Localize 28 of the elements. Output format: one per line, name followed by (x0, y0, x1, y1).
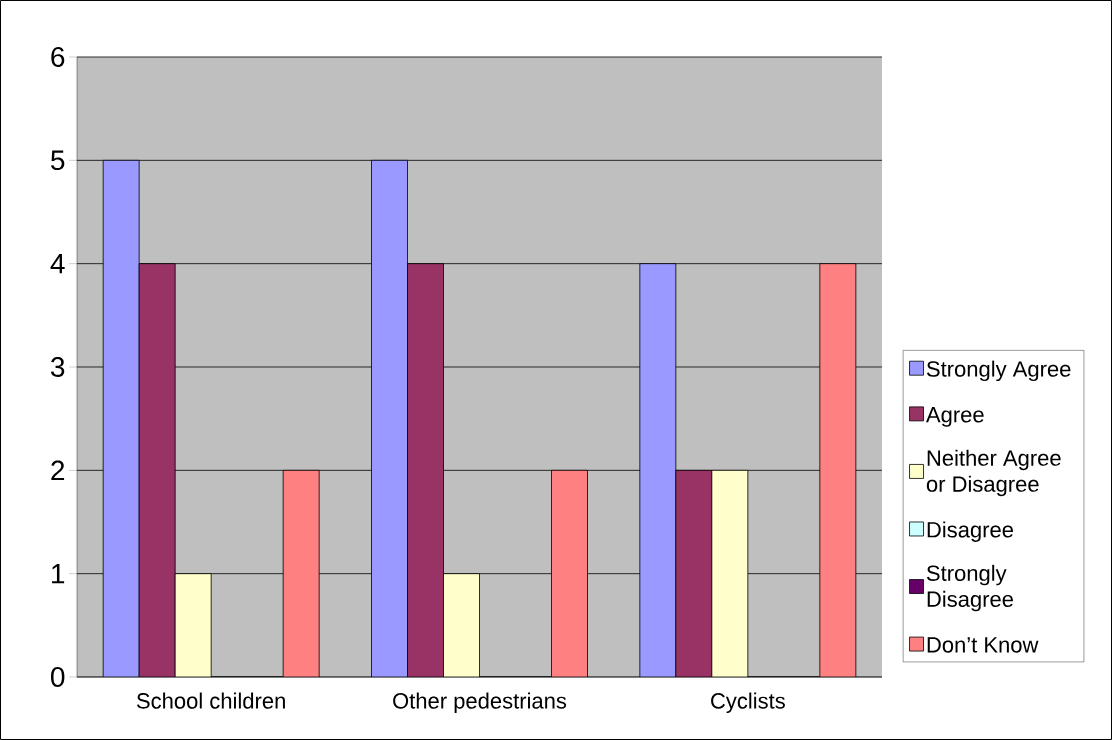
bar (711, 469, 749, 677)
bar (639, 263, 677, 677)
bar (102, 159, 140, 677)
bar (282, 469, 320, 677)
legend-label: Don’t Know (927, 637, 1039, 653)
y-tick-label: 0 (51, 667, 65, 687)
bar (371, 159, 408, 677)
legend-label: Disagree (927, 521, 1013, 542)
y-tick-label: 6 (51, 47, 65, 67)
bar (675, 469, 713, 677)
bar (407, 263, 444, 677)
x-tick-label: Cyclists (711, 692, 785, 714)
bar (819, 263, 857, 677)
bar (138, 263, 176, 677)
x-tick-label: School children (136, 692, 285, 709)
x-tick-label: Other pedestrians (393, 692, 567, 714)
y-tick-label: 3 (50, 357, 65, 377)
legend-label: Strongly Agree (926, 360, 1071, 382)
y-tick-label: 2 (51, 460, 65, 481)
bar (551, 469, 588, 677)
y-tick-label: 5 (51, 150, 65, 171)
bar (443, 573, 480, 677)
legend-label: Neither Agree or Disagree (926, 449, 1061, 497)
y-tick-label: 4 (50, 254, 65, 274)
bar (174, 573, 212, 677)
legend-label: Strongly Disagree (926, 564, 1013, 612)
legend-label: Agree (925, 407, 984, 427)
y-tick-label: 1 (52, 564, 65, 584)
